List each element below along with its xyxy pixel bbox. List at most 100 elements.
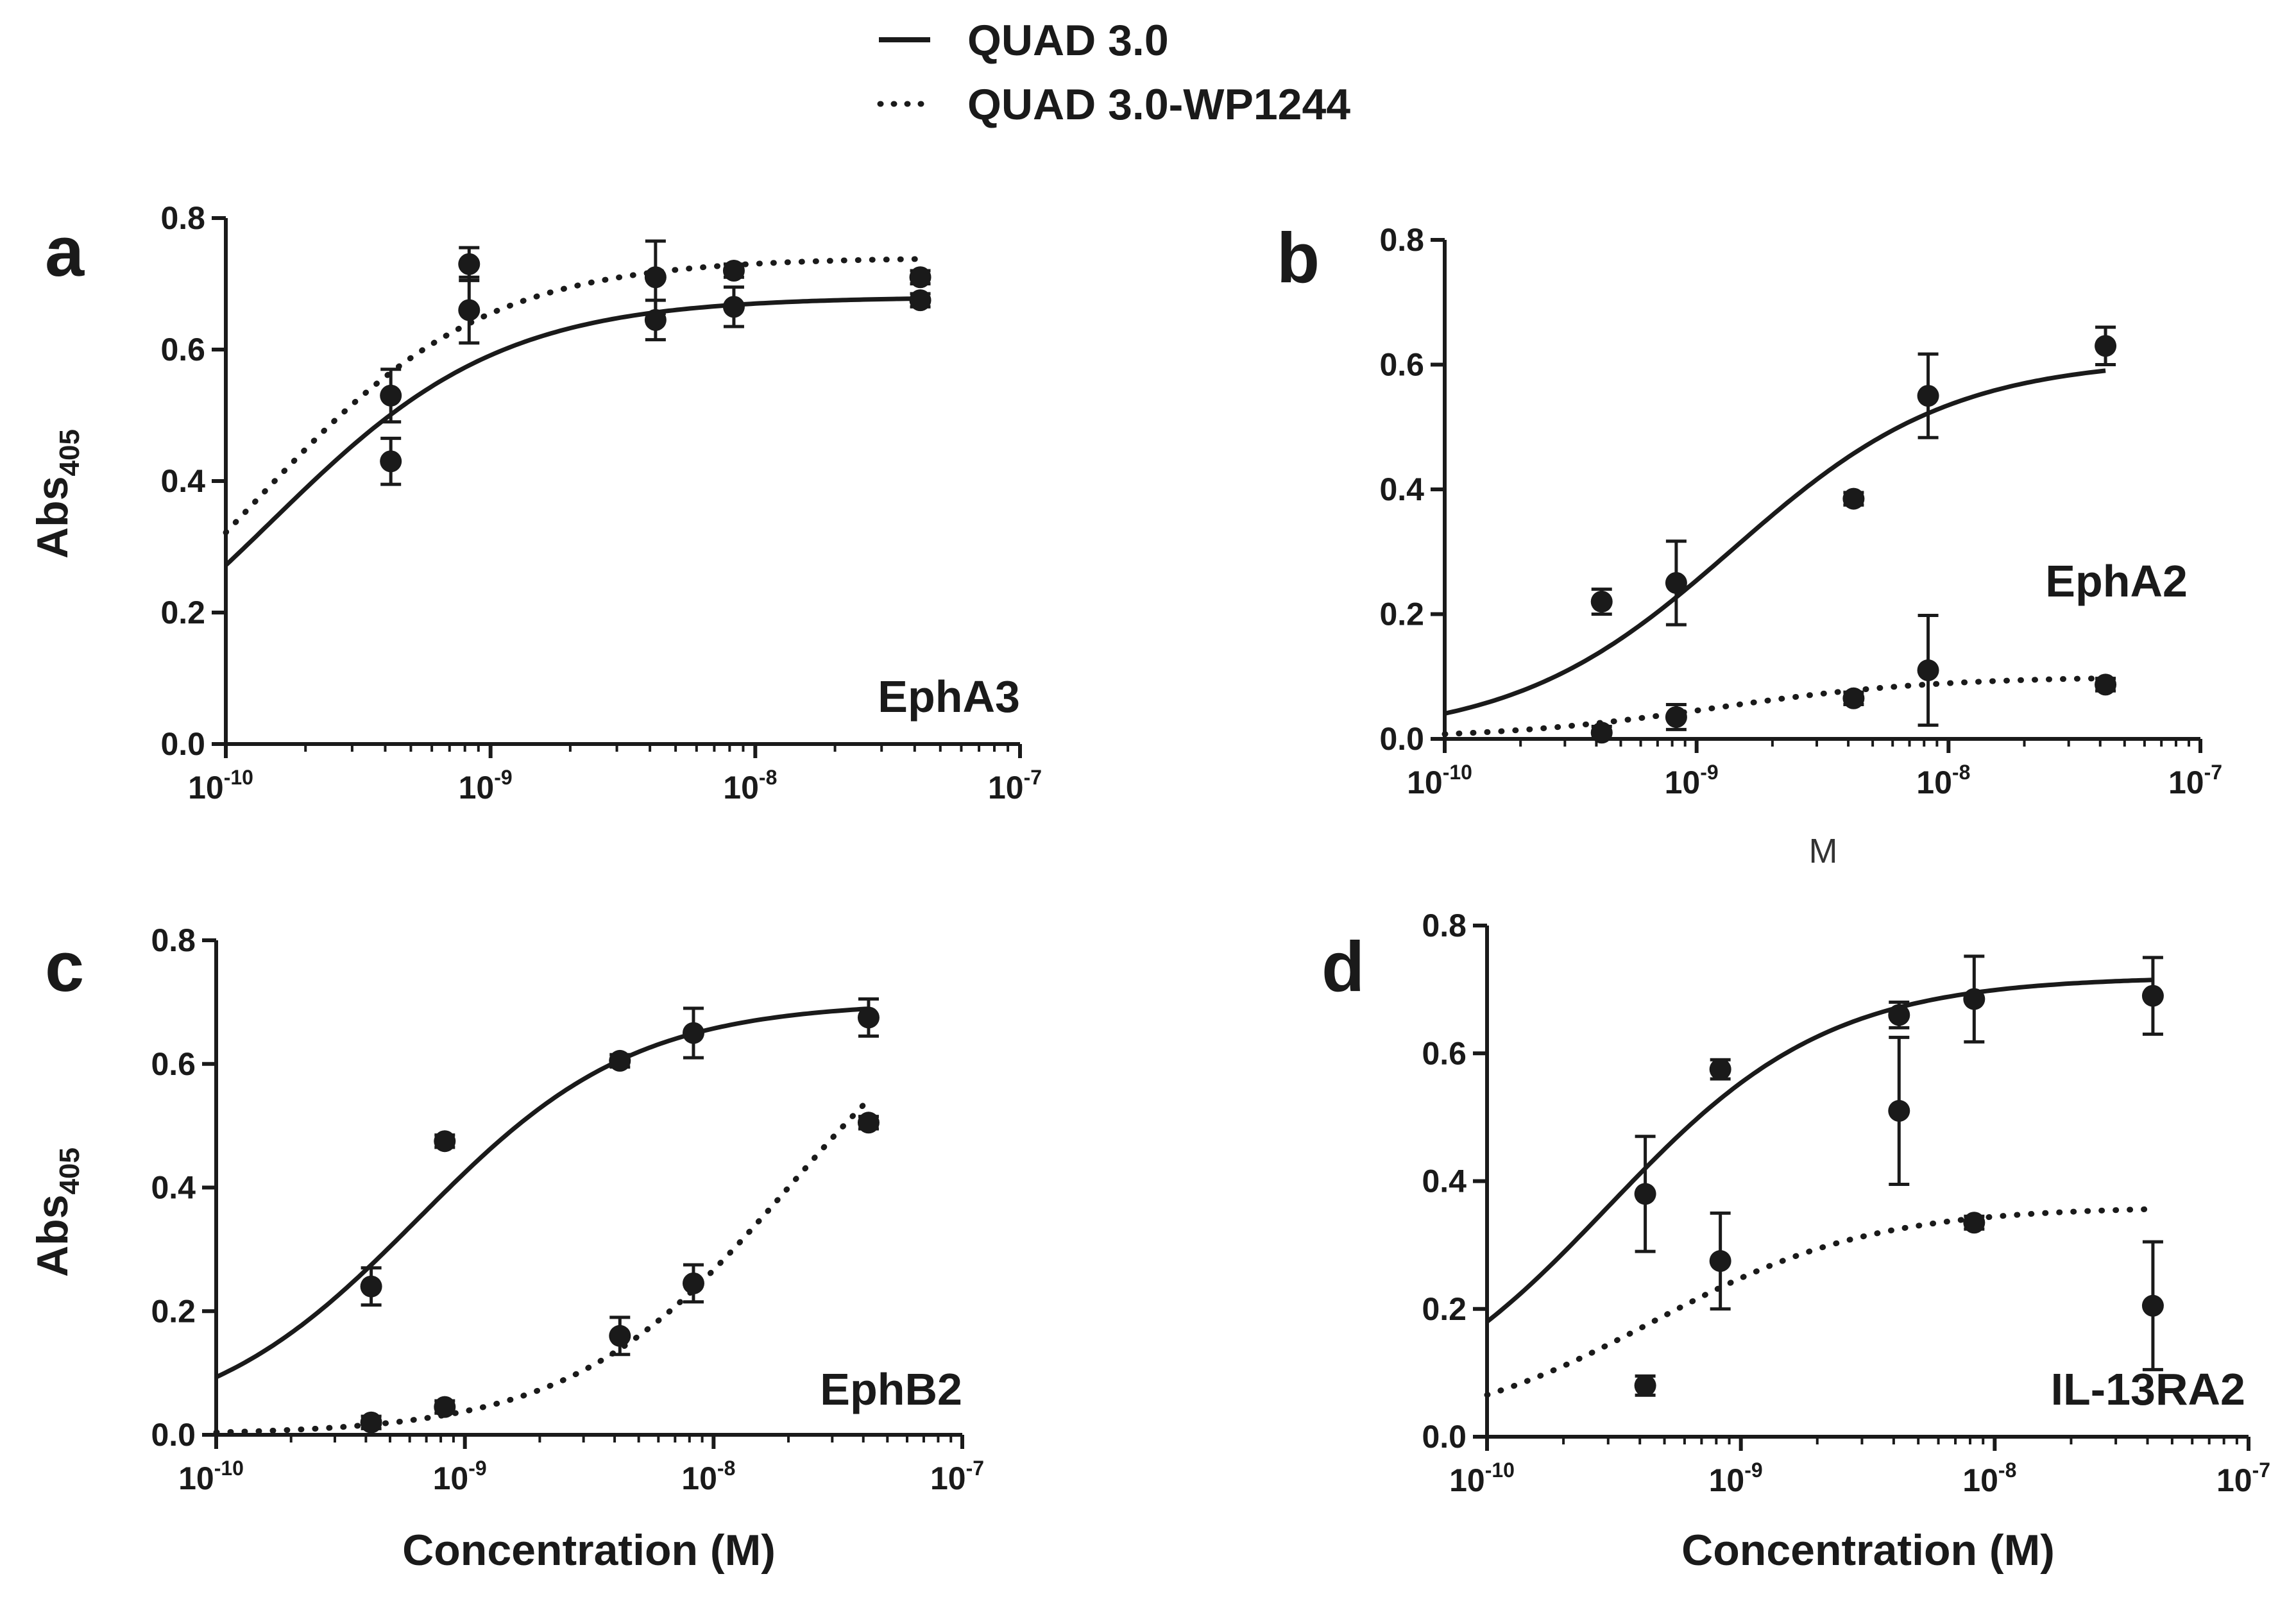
panel-a-curve-quad-wp1244 xyxy=(223,256,923,536)
panel-a-x-tick-label: 10-9 xyxy=(459,766,513,806)
panel-d-y-tick-label: 0.8 xyxy=(1422,908,1467,943)
panel-b-point-quad xyxy=(2095,335,2117,357)
panel-a-point-quad xyxy=(380,450,402,473)
panel-b-point-quad-wp1244 xyxy=(1590,722,1613,744)
legend-label-quad-wp1244: QUAD 3.0-WP1244 xyxy=(967,80,1350,129)
panel-d-point-quad-wp1244 xyxy=(2141,1294,2164,1317)
panel-a-x-tick-label: 10-7 xyxy=(988,766,1042,806)
panel-b-point-quad-wp1244 xyxy=(1917,659,1939,682)
panel-b-x-axis-title: M xyxy=(1809,832,1838,870)
panel-d: 0.0 0.2 0.4 0.6 0.8 10-10 10-9 10-8 10-7 d IL-13RA… xyxy=(1322,908,2270,1575)
legend-label-quad: QUAD 3.0 xyxy=(967,16,1169,65)
panel-a-point-quad xyxy=(458,299,480,321)
panel-a-x-tick-label: 10-10 xyxy=(188,766,253,806)
panel-b-x-tick-label: 10-9 xyxy=(1665,761,1719,800)
panel-b-letter: b xyxy=(1277,219,1320,298)
panel-d-point-quad xyxy=(2141,985,2164,1007)
panel-d-point-quad-wp1244 xyxy=(1634,1375,1656,1397)
panel-d-letter: d xyxy=(1322,927,1365,1006)
panel-b-point-quad-wp1244 xyxy=(1842,687,1865,709)
panel-b-point-quad-wp1244 xyxy=(2095,673,2117,696)
panel-a: 0.0 0.2 0.4 0.6 0.8 10-10 10-9 10-8 10-7 a EphA3 Ab… xyxy=(28,200,1042,806)
panel-b-curve-quad-wp1244 xyxy=(1441,675,2109,737)
panel-a-point-quad-wp1244 xyxy=(644,266,667,289)
panel-b: 0.0 0.2 0.4 0.6 0.8 10-10 10-9 10-8 10-7 b EphA2 M xyxy=(1277,219,2222,870)
panel-c-point-quad xyxy=(857,1006,880,1029)
panel-b-y-tick-label: 0.6 xyxy=(1379,347,1424,383)
panel-d-y-tick-label: 0.6 xyxy=(1422,1035,1467,1071)
panel-c-y-tick-label: 0.0 xyxy=(151,1417,196,1453)
panel-c-x-axis-title: Concentration (M) xyxy=(402,1526,776,1575)
panel-a-x-tick-label: 10-8 xyxy=(723,766,777,806)
panel-a-y-tick-label: 0.4 xyxy=(160,463,205,499)
panel-a-y-axis-title: Abs405 xyxy=(28,429,85,559)
panel-c-point-quad-wp1244 xyxy=(434,1396,456,1418)
panel-c-point-quad-wp1244 xyxy=(609,1324,631,1347)
panel-d-x-axis-title: Concentration (M) xyxy=(1681,1526,2055,1575)
panel-b-point-quad xyxy=(1590,591,1613,613)
panel-b-y-tick-label: 0.4 xyxy=(1379,471,1424,507)
panel-c-y-tick-label: 0.4 xyxy=(151,1170,196,1206)
panel-a-y-tick-label: 0.6 xyxy=(160,332,205,368)
panel-a-y-tick-label: 0.2 xyxy=(160,595,205,630)
panel-c-y-axis-title: Abs405 xyxy=(28,1147,85,1277)
panel-b-point-quad-wp1244 xyxy=(1665,706,1687,728)
panel-d-curve-quad xyxy=(1485,977,2154,1324)
panel-c-target-label: EphB2 xyxy=(820,1364,962,1414)
panel-b-x-tick-label: 10-8 xyxy=(1916,761,1970,800)
panel-b-y-tick-label: 0.0 xyxy=(1379,721,1424,757)
panel-c-point-quad-wp1244 xyxy=(682,1272,704,1294)
panel-b-x-tick-label: 10-10 xyxy=(1407,761,1472,800)
panel-b-y-tick-label: 0.8 xyxy=(1379,222,1424,258)
panel-a-point-quad-wp1244 xyxy=(722,260,745,282)
panel-a-curve-quad xyxy=(224,296,921,567)
panel-c-x-tick-label: 10-9 xyxy=(433,1457,487,1496)
panel-c-curve-quad xyxy=(215,1006,869,1380)
panel-d-point-quad xyxy=(1888,1004,1910,1026)
panel-c-point-quad xyxy=(434,1130,456,1153)
panel-a-point-quad-wp1244 xyxy=(380,384,402,407)
panel-d-point-quad-wp1244 xyxy=(1888,1099,1910,1122)
panel-d-point-quad xyxy=(1963,988,1986,1010)
panel-b-y-tick-label: 0.2 xyxy=(1379,596,1424,632)
panel-a-point-quad-wp1244 xyxy=(458,253,480,275)
panel-b-point-quad xyxy=(1665,571,1687,594)
panel-b-point-quad xyxy=(1917,385,1939,407)
panel-d-x-tick-label: 10-10 xyxy=(1449,1459,1515,1498)
panel-d-point-quad xyxy=(1634,1183,1656,1205)
panel-c-point-quad xyxy=(360,1275,382,1298)
panel-d-curve-quad-wp1244 xyxy=(1484,1206,2156,1398)
panel-d-y-tick-label: 0.4 xyxy=(1422,1163,1467,1199)
panel-c-point-quad xyxy=(682,1022,704,1044)
panel-b-x-tick-label: 10-7 xyxy=(2168,761,2222,800)
panel-c-y-tick-label: 0.6 xyxy=(151,1046,196,1082)
panel-c-point-quad-wp1244 xyxy=(360,1411,382,1434)
panel-c-curve-quad-wp1244 xyxy=(213,1097,872,1435)
panel-c-point-quad-wp1244 xyxy=(857,1112,880,1134)
panel-a-y-tick-label: 0.8 xyxy=(160,200,205,236)
panel-b-target-label: EphA2 xyxy=(2045,556,2188,606)
panel-a-target-label: EphA3 xyxy=(878,672,1020,722)
panel-a-y-tick-label: 0.0 xyxy=(160,726,205,762)
panel-c-y-tick-label: 0.2 xyxy=(151,1293,196,1329)
panel-a-point-quad xyxy=(722,296,745,318)
panel-d-x-tick-label: 10-7 xyxy=(2216,1459,2270,1498)
panel-c-point-quad xyxy=(609,1049,631,1072)
panel-c-x-tick-label: 10-7 xyxy=(930,1457,984,1496)
panel-d-point-quad xyxy=(1709,1058,1731,1081)
panel-d-target-label: IL-13RA2 xyxy=(2051,1364,2245,1414)
legend: QUAD 3.0 QUAD 3.0-WP1244 xyxy=(877,16,1350,129)
panel-d-y-tick-label: 0.0 xyxy=(1422,1419,1467,1455)
panel-d-x-tick-label: 10-8 xyxy=(1962,1459,2016,1498)
panel-d-x-tick-label: 10-9 xyxy=(1709,1459,1763,1498)
panel-d-y-tick-label: 0.2 xyxy=(1422,1291,1467,1327)
panel-c-x-tick-label: 10-10 xyxy=(178,1457,244,1496)
panel-a-point-quad xyxy=(909,289,931,312)
panel-d-point-quad-wp1244 xyxy=(1709,1250,1731,1273)
panel-c-x-tick-label: 10-8 xyxy=(681,1457,735,1496)
panel-a-letter: a xyxy=(45,212,85,291)
panel-d-point-quad-wp1244 xyxy=(1963,1212,1986,1234)
panel-a-point-quad-wp1244 xyxy=(909,266,931,289)
panel-b-curve-quad xyxy=(1444,368,2106,716)
